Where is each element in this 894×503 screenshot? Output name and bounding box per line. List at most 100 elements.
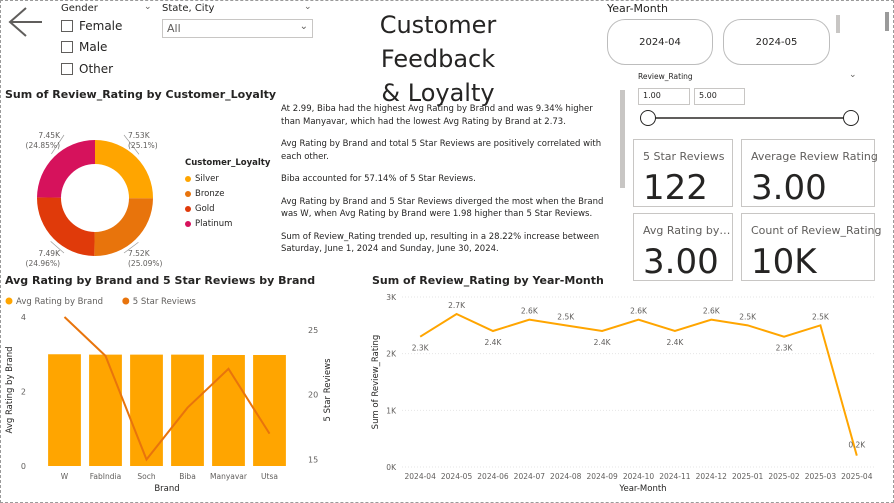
- line-chart-title: Sum of Review_Rating by Year-Month: [372, 274, 604, 287]
- donut-slice-gold: [37, 197, 95, 256]
- legend-marker: [185, 206, 191, 212]
- state-city-slicer-title: State, City: [162, 3, 215, 14]
- data-label: 2.4K: [666, 338, 684, 347]
- card-label: Average Review Rating: [751, 150, 878, 163]
- x-tick-label: 2025-01: [732, 472, 764, 481]
- leader-line: [123, 241, 139, 254]
- x-tick-label: FabIndia: [90, 472, 121, 481]
- x-tick-label: 2024-11: [659, 472, 691, 481]
- y2-tick-label: 20: [308, 391, 318, 400]
- legend-label: Gold: [195, 204, 215, 214]
- card-value: 10K: [751, 242, 817, 282]
- gender-option-male[interactable]: Male: [61, 40, 107, 54]
- leader-line: [50, 241, 65, 254]
- card-value: 122: [643, 168, 708, 208]
- x-tick-label: 2025-04: [841, 472, 873, 481]
- legend-label: Platinum: [195, 219, 233, 229]
- card-label: Avg Rating by…: [643, 224, 731, 237]
- y2-tick-label: 15: [308, 456, 318, 465]
- y-axis-label: Sum of Review_Rating: [371, 335, 381, 430]
- bar-w: [48, 354, 81, 466]
- x-tick-label: 2024-06: [477, 472, 509, 481]
- legend-label: Silver: [195, 174, 219, 184]
- data-label: 2.3K: [776, 344, 794, 353]
- slider-min-handle[interactable]: [640, 110, 656, 126]
- chevron-down-icon[interactable]: ⌄: [849, 70, 857, 80]
- x-tick-label: Manyavar: [210, 472, 248, 481]
- x-tick-label: 2025-03: [805, 472, 837, 481]
- dropdown-value: All: [167, 22, 181, 35]
- narrative-scrollbar[interactable]: [620, 90, 625, 188]
- x-tick-label: Utsa: [261, 472, 278, 481]
- data-label: 7.49K: [38, 249, 61, 258]
- data-label: 2.6K: [630, 307, 648, 316]
- slider-max-handle[interactable]: [843, 110, 859, 126]
- bar-manyavar: [212, 354, 245, 466]
- chevron-down-icon[interactable]: ⌄: [304, 2, 312, 12]
- checkbox-female[interactable]: [61, 20, 73, 32]
- year-month-option-2024-04[interactable]: 2024-04: [607, 19, 713, 65]
- card-value: 3.00: [751, 168, 827, 208]
- year-month-option-2024-05[interactable]: 2024-05: [723, 19, 830, 65]
- option-label: 2024-05: [755, 36, 798, 48]
- page-scrollbar[interactable]: [885, 12, 889, 31]
- gender-slicer-title: Gender: [61, 3, 98, 14]
- percent-label: (25.09%): [128, 259, 163, 268]
- kpi-card-count-of-review-rating: Count of Review_Rating 10K: [741, 213, 881, 282]
- data-label: 2.5K: [812, 312, 830, 321]
- legend-label: Avg Rating by Brand: [16, 297, 103, 307]
- x-tick-label: 2024-09: [586, 472, 618, 481]
- data-label: 7.45K: [38, 131, 61, 140]
- legend-marker: [122, 297, 130, 305]
- narrative-paragraph: Biba accounted for 57.14% of 5 Star Revi…: [281, 174, 476, 184]
- data-label: 0.2K: [848, 441, 866, 450]
- legend-title: Customer_Loyalty: [185, 158, 271, 168]
- x-tick-label: Biba: [179, 472, 196, 481]
- kpi-card-5-star-reviews: 5 Star Reviews 122: [633, 139, 733, 208]
- narrative-paragraph: Avg Rating by Brand and 5 Star Reviews d…: [281, 196, 604, 220]
- option-label: 2024-04: [639, 36, 681, 48]
- legend-item-silver[interactable]: Silver: [185, 174, 270, 184]
- slicer-scrollbar[interactable]: [836, 15, 840, 33]
- gender-option-other[interactable]: Other: [61, 62, 113, 76]
- y-tick-label: 4: [21, 313, 26, 322]
- legend-item-platinum[interactable]: Platinum: [185, 219, 270, 229]
- bar-utsa: [253, 354, 286, 466]
- back-arrow-icon[interactable]: [4, 4, 44, 40]
- leader-line: [51, 134, 65, 155]
- legend-marker: [185, 176, 191, 182]
- review-rating-slicer-title: Review_Rating: [638, 72, 693, 81]
- x-tick-label: 2024-12: [696, 472, 728, 481]
- y-tick-label: 2K: [386, 350, 397, 359]
- rating-min-input[interactable]: 1.00: [638, 88, 690, 105]
- checkbox-male[interactable]: [61, 41, 73, 53]
- data-label: 2.4K: [485, 338, 503, 347]
- legend-marker: [185, 221, 191, 227]
- x-tick-label: 2024-07: [514, 472, 546, 481]
- data-label: 2.6K: [703, 307, 721, 316]
- card-value: 3.00: [643, 242, 719, 282]
- gender-option-female[interactable]: Female: [61, 19, 122, 33]
- slider-track: [648, 117, 851, 119]
- data-label: 2.5K: [557, 312, 575, 321]
- narrative-paragraph: At 2.99, Biba had the highest Avg Rating…: [281, 104, 593, 127]
- rating-range-slider[interactable]: [640, 110, 859, 126]
- y-axis-label: Avg Rating by Brand: [5, 347, 15, 434]
- state-city-dropdown[interactable]: All ⌄: [162, 19, 313, 38]
- title-line-1: Customer Feedback: [379, 11, 497, 73]
- y-tick-label: 2: [21, 388, 26, 397]
- legend-item-bronze[interactable]: Bronze: [185, 189, 270, 199]
- bar-soch: [130, 354, 163, 466]
- leader-line: [123, 134, 140, 155]
- checkbox-other[interactable]: [61, 63, 73, 75]
- rating-max-input[interactable]: 5.00: [694, 88, 745, 105]
- x-tick-label: 2024-05: [441, 472, 473, 481]
- donut-slice-platinum: [37, 140, 95, 198]
- x-tick-label: W: [61, 472, 69, 481]
- x-tick-label: 2025-02: [768, 472, 800, 481]
- data-label: 7.52K: [128, 249, 151, 258]
- chevron-down-icon[interactable]: ⌄: [144, 2, 152, 12]
- card-label: 5 Star Reviews: [643, 150, 725, 163]
- legend-item-gold[interactable]: Gold: [185, 204, 270, 214]
- percent-label: (24.85%): [26, 141, 61, 150]
